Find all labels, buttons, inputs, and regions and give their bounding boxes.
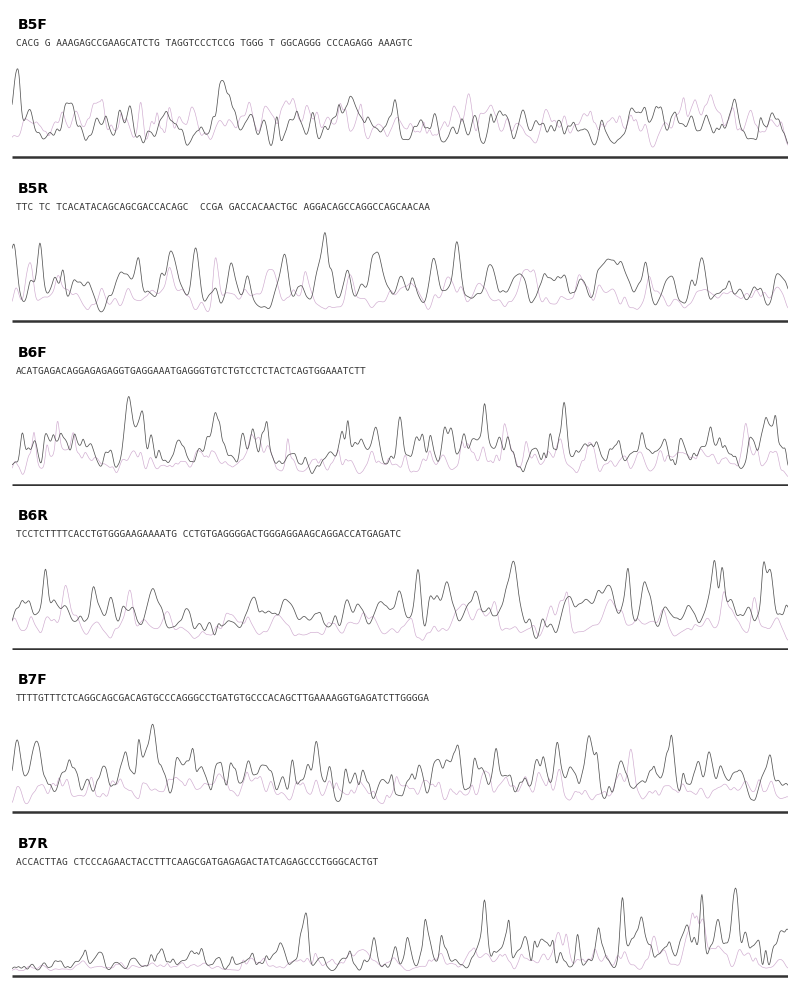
Text: B7F: B7F xyxy=(18,673,48,687)
Text: TTC TC TCACATACAGCAGCGACCACAGC  CCGA GACCACAACTGC AGGACAGCCAGGCCAGCAACAA: TTC TC TCACATACAGCAGCGACCACAGC CCGA GACC… xyxy=(16,203,430,212)
Text: B5F: B5F xyxy=(18,18,48,32)
Text: B6F: B6F xyxy=(18,346,48,360)
Text: B7R: B7R xyxy=(18,837,50,851)
Text: TTTTGTTTCTCAGGCAGCGACAGTGCCCAGGGCCTGATGTGCCCACAGCTTGAAAAGGTGAGATCTTGGGGA: TTTTGTTTCTCAGGCAGCGACAGTGCCCAGGGCCTGATGT… xyxy=(16,694,430,703)
Text: B5R: B5R xyxy=(18,182,50,196)
Text: TCCTCTTTTCACCTGTGGGAAGAAAATG CCTGTGAGGGGACTGGGAGGAAGCAGGACCATGAGATC: TCCTCTTTTCACCTGTGGGAAGAAAATG CCTGTGAGGGG… xyxy=(16,530,401,539)
Text: ACATGAGACAGGAGAGAGGTGAGGAAATGAGGGTGTCTGTCCTCTACTCAGTGGAAATCTT: ACATGAGACAGGAGAGAGGTGAGGAAATGAGGGTGTCTGT… xyxy=(16,367,366,376)
Text: CACG G AAAGAGCCGAAGCATCTG TAGGTCCCTCCG TGGG T GGCAGGG CCCAGAGG AAAGTC: CACG G AAAGAGCCGAAGCATCTG TAGGTCCCTCCG T… xyxy=(16,39,413,48)
Text: B6R: B6R xyxy=(18,509,50,523)
Text: ACCACTTAG CTCCCAGAACTACCTTTCAAGCGATGAGAGACTATCAGAGCCCTGGGCACTGT: ACCACTTAG CTCCCAGAACTACCTTTCAAGCGATGAGAG… xyxy=(16,858,378,867)
